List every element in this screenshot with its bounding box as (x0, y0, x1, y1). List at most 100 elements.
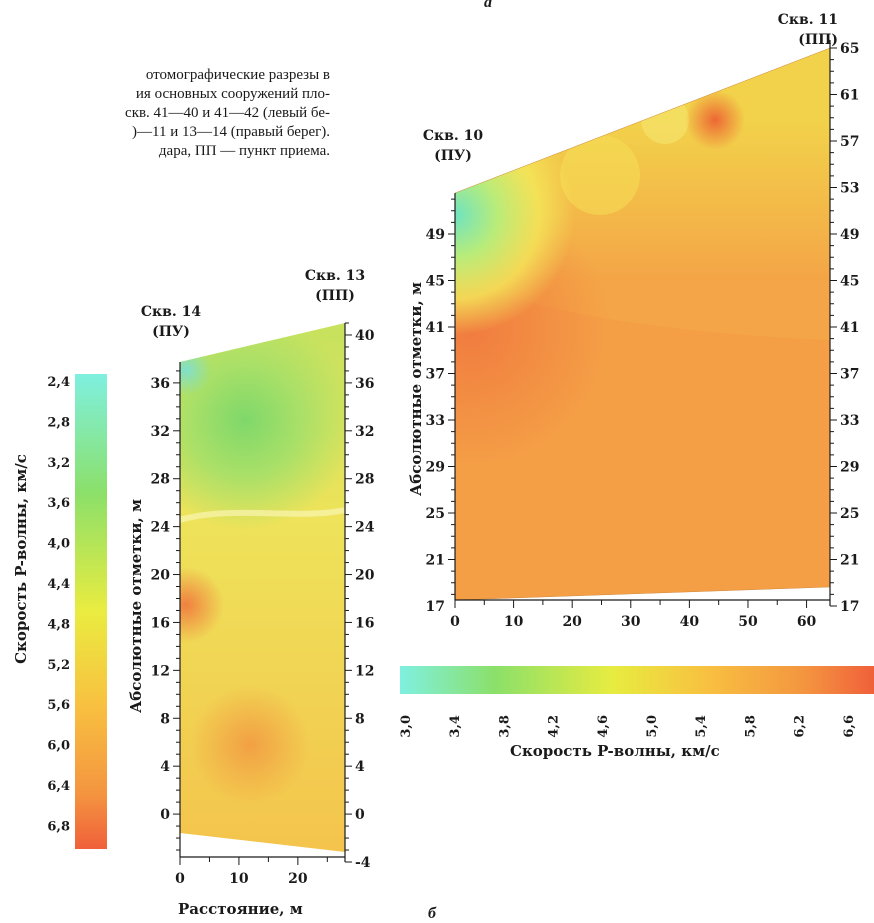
colorbar-b-tick-label: 3,2 (47, 456, 70, 471)
left-tick-label: 4 (160, 759, 170, 775)
colorbar-b-tick-label: 5,2 (47, 658, 70, 673)
right-tick-label: 17 (840, 599, 859, 615)
x-tick-label: 60 (797, 614, 817, 630)
x-tick-label: 40 (680, 614, 700, 630)
caption-line: дара, ПП — пункт приема. (158, 143, 330, 159)
right-tick-label: 57 (840, 134, 859, 150)
well-label-10: Скв. 10 (ПУ) (422, 128, 484, 164)
right-tick-label: 37 (840, 367, 859, 383)
heatmap-a (455, 48, 830, 600)
right-tick-label: 0 (355, 807, 365, 823)
right-tick-label: -4 (355, 855, 371, 871)
caption-line: ия основных сооружений пло- (135, 86, 330, 102)
x-tick-label: 0 (175, 871, 185, 887)
right-tick-label: 65 (840, 41, 859, 57)
colorbar-b-tick-label: 2,4 (47, 375, 70, 390)
x-axis-title-b: Расстояние, м (178, 900, 303, 918)
left-tick-label: 36 (151, 376, 170, 392)
colorbar-a-tick-label: 3,8 (497, 715, 512, 738)
right-tick-label: 28 (355, 472, 374, 488)
heatmap-b (180, 323, 345, 852)
left-tick-label: 8 (160, 711, 170, 727)
colorbar-a-tick-label: 3,4 (448, 715, 463, 738)
left-tick-label: 41 (426, 320, 445, 336)
caption-line: скв. 41—40 и 41—42 (левый бе- (125, 105, 330, 121)
right-tick-label: 21 (840, 553, 859, 569)
right-tick-label: 29 (840, 460, 859, 476)
left-tick-label: 32 (151, 424, 170, 440)
right-tick-label: 45 (840, 274, 859, 290)
right-tick-label: 61 (840, 88, 859, 104)
axes-a: 17 21 25 29 33 37 41 45 49 17 21 25 29 33 37 41 45 49 53 57… (426, 40, 859, 630)
colorbar-b-tick-label: 3,6 (47, 496, 70, 511)
right-tick-label: 8 (355, 711, 365, 727)
right-tick-label: 12 (355, 663, 374, 679)
colorbar-a (400, 666, 874, 694)
x-tick-label: 10 (229, 871, 249, 887)
colorbar-b-tick-label: 5,6 (47, 698, 70, 713)
right-tick-label: 33 (840, 413, 859, 429)
x-tick-label: 30 (621, 614, 641, 630)
left-tick-label: 21 (426, 553, 445, 569)
right-tick-label: 20 (355, 568, 375, 584)
well-label-14: Скв. 14 (ПУ) (140, 304, 202, 340)
caption-line: отомографические разрезы в (145, 67, 330, 83)
colorbar-ticks-b: 2,4 2,8 3,2 3,6 4,0 4,4 4,8 5,2 5,6 6,0 6,4 6,8 (47, 375, 70, 834)
x-tick-label: 20 (288, 871, 308, 887)
colorbar-b-tick-label: 6,8 (47, 819, 70, 834)
x-tick-label: 20 (562, 614, 582, 630)
colorbar-ticks-a: 3,0 3,4 3,8 4,2 4,6 5,0 5,4 5,8 6,2 6,6 (399, 715, 857, 738)
right-tick-label: 49 (840, 227, 859, 243)
caption-line: )—11 и 13—14 (правый берег). (132, 124, 330, 140)
left-tick-label: 45 (426, 274, 445, 290)
panel-label-b: б (428, 905, 436, 922)
left-tick-label: 16 (151, 615, 170, 631)
right-tick-label: 36 (355, 376, 374, 392)
right-tick-label: 4 (355, 759, 365, 775)
right-tick-label: 32 (355, 424, 374, 440)
left-tick-label: 33 (426, 413, 445, 429)
colorbar-a-tick-label: 5,4 (694, 715, 709, 738)
axes-b: 0 4 8 12 16 20 24 28 32 36 -4 0 4 8 12 16 20 24 28 32 36 40 0 1… (151, 322, 375, 887)
colorbar-a-tick-label: 5,8 (743, 715, 758, 738)
left-tick-label: 20 (151, 568, 171, 584)
colorbar-b (75, 374, 107, 849)
left-tick-label: 37 (426, 367, 445, 383)
x-tick-label: 50 (738, 614, 758, 630)
left-tick-label: 28 (151, 472, 170, 488)
left-tick-label: 25 (426, 506, 445, 522)
colorbar-a-tick-label: 4,2 (547, 715, 562, 738)
right-tick-label: 53 (840, 181, 859, 197)
colorbar-b-tick-label: 4,4 (47, 577, 70, 592)
colorbar-a-tick-label: 4,6 (596, 715, 611, 738)
figure-caption: отомографические разрезы в ия основных с… (0, 66, 330, 161)
colorbar-a-tick-label: 6,2 (793, 715, 808, 738)
panel-label-a: а (484, 0, 492, 11)
well-label-13: Скв. 13 (ПП) (304, 268, 366, 304)
colorbar-a-tick-label: 6,6 (842, 715, 857, 738)
right-tick-label: 41 (840, 320, 859, 336)
colorbar-a-tick-label: 5,0 (645, 715, 660, 738)
colorbar-title-a: Скорость P-волны, км/с (510, 742, 720, 760)
colorbar-a-tick-label: 3,0 (399, 715, 414, 738)
colorbar-b-tick-label: 4,0 (47, 537, 70, 552)
right-tick-label: 40 (355, 328, 375, 344)
colorbar-b-tick-label: 6,0 (47, 739, 70, 754)
left-tick-label: 12 (151, 663, 170, 679)
colorbar-b-tick-label: 4,8 (47, 617, 70, 632)
right-tick-label: 16 (355, 615, 374, 631)
colorbar-b-tick-label: 2,8 (47, 415, 70, 430)
left-tick-label: 17 (426, 599, 445, 615)
left-tick-label: 49 (426, 227, 445, 243)
colorbar-b-tick-label: 6,4 (47, 779, 70, 794)
right-tick-label: 24 (355, 520, 375, 536)
right-tick-label: 25 (840, 506, 859, 522)
left-tick-label: 24 (151, 520, 171, 536)
left-tick-label: 0 (160, 807, 170, 823)
left-tick-label: 29 (426, 460, 445, 476)
well-label-11: Скв. 11 (ПП) (777, 12, 838, 48)
x-tick-label: 10 (504, 614, 524, 630)
x-tick-label: 0 (450, 614, 460, 630)
